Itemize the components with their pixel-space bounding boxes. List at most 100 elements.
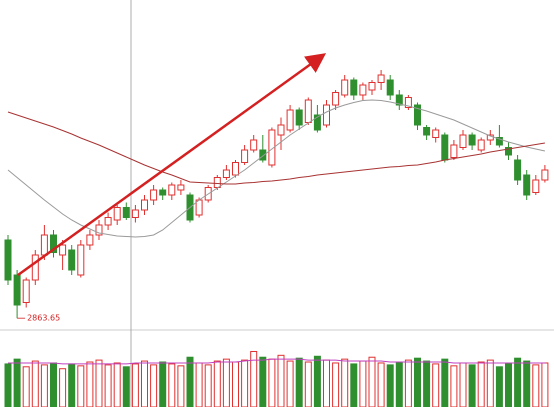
volume-bar bbox=[514, 357, 522, 407]
candle-body bbox=[404, 97, 412, 108]
candle-body bbox=[113, 207, 121, 221]
candle-body bbox=[177, 184, 185, 191]
candle-body bbox=[532, 179, 540, 193]
volume-bar bbox=[377, 362, 385, 407]
candle-body bbox=[104, 217, 112, 226]
volume-bar bbox=[259, 356, 267, 407]
candle-body bbox=[131, 209, 139, 218]
low-label: 2863.65 bbox=[27, 314, 60, 323]
candle-body bbox=[341, 79, 349, 96]
candle-body bbox=[395, 94, 403, 106]
volume-bar bbox=[468, 364, 476, 407]
price-panel: 2863.65 bbox=[4, 70, 549, 323]
candle-body bbox=[377, 74, 385, 83]
candle-body bbox=[423, 127, 431, 136]
volume-bar bbox=[432, 363, 440, 407]
volume-bar bbox=[213, 360, 221, 407]
candle-body bbox=[77, 244, 85, 276]
candle-body bbox=[368, 82, 376, 91]
candle-body bbox=[241, 149, 249, 163]
trend-arrow bbox=[17, 53, 327, 277]
volume-bar bbox=[414, 357, 421, 407]
candle-body bbox=[168, 184, 176, 196]
volume-bar bbox=[313, 355, 321, 407]
moving-average bbox=[7, 111, 545, 185]
candle-body bbox=[495, 137, 503, 146]
candle-body bbox=[141, 199, 148, 211]
volume-bar bbox=[204, 364, 212, 407]
volume-bar bbox=[450, 365, 458, 407]
volume-bar bbox=[159, 361, 167, 407]
candle-body bbox=[277, 124, 285, 136]
candle-body bbox=[477, 139, 485, 151]
volume-bar bbox=[195, 362, 203, 407]
candle-body bbox=[350, 79, 358, 96]
volume-bar bbox=[459, 362, 467, 407]
volume-bar bbox=[232, 361, 239, 407]
candle-body bbox=[22, 279, 30, 303]
volume-bar bbox=[122, 366, 130, 407]
candle-body bbox=[432, 129, 440, 138]
candle-body bbox=[323, 104, 330, 126]
volume-bar bbox=[541, 362, 549, 407]
candle-body bbox=[13, 274, 21, 306]
candle-body bbox=[304, 99, 312, 123]
volume-bar bbox=[441, 358, 449, 407]
candle-body bbox=[414, 104, 421, 126]
candle-body bbox=[523, 174, 531, 196]
candle-body bbox=[386, 79, 394, 96]
candle-body bbox=[268, 129, 276, 166]
volume-bar bbox=[168, 363, 176, 407]
volume-bar bbox=[40, 364, 48, 407]
volume-bar bbox=[59, 368, 67, 407]
volume-bar bbox=[222, 358, 230, 407]
volume-bar bbox=[104, 364, 112, 407]
candle-body bbox=[222, 169, 230, 178]
volume-bar bbox=[359, 360, 367, 407]
volume-bar bbox=[186, 356, 194, 407]
volume-bar bbox=[141, 360, 148, 407]
volume-bar bbox=[495, 366, 503, 407]
candle-body bbox=[259, 149, 267, 161]
volume-bar bbox=[31, 360, 39, 407]
candle-body bbox=[450, 144, 458, 158]
volume-bar bbox=[368, 356, 376, 407]
volume-bar bbox=[131, 363, 139, 407]
candle-body bbox=[50, 234, 57, 253]
volume-bar bbox=[295, 357, 303, 407]
candle-body bbox=[505, 147, 512, 156]
volume-bar bbox=[477, 361, 485, 407]
volume-bar bbox=[13, 358, 21, 407]
volume-bar bbox=[395, 361, 403, 407]
candle-body bbox=[441, 134, 449, 161]
volume-bar bbox=[304, 361, 312, 407]
volume-bar bbox=[523, 360, 531, 407]
volume-bar bbox=[332, 362, 340, 407]
volume-bar bbox=[77, 365, 85, 407]
volume-bar bbox=[386, 364, 394, 407]
candle-body bbox=[213, 177, 221, 188]
candle-body bbox=[159, 189, 167, 196]
volume-bar bbox=[4, 363, 12, 407]
candle-body bbox=[332, 92, 340, 106]
volume-bar bbox=[505, 363, 512, 407]
candle-body bbox=[95, 224, 103, 236]
volume-bar bbox=[241, 359, 249, 407]
candle-body bbox=[250, 139, 258, 151]
candle-body bbox=[31, 254, 39, 281]
volume-bar bbox=[22, 366, 30, 407]
candle-body bbox=[295, 109, 303, 126]
volume-bar bbox=[113, 362, 121, 407]
volume-bar bbox=[423, 360, 431, 407]
candle-body bbox=[541, 169, 549, 181]
candle-body bbox=[514, 159, 522, 181]
candle-body bbox=[86, 234, 94, 246]
volume-bar bbox=[68, 363, 76, 407]
candle-body bbox=[68, 249, 76, 271]
candle-body bbox=[122, 207, 130, 218]
volume-bar bbox=[486, 359, 494, 407]
volume-bar bbox=[95, 359, 103, 407]
candle-body bbox=[40, 234, 48, 256]
